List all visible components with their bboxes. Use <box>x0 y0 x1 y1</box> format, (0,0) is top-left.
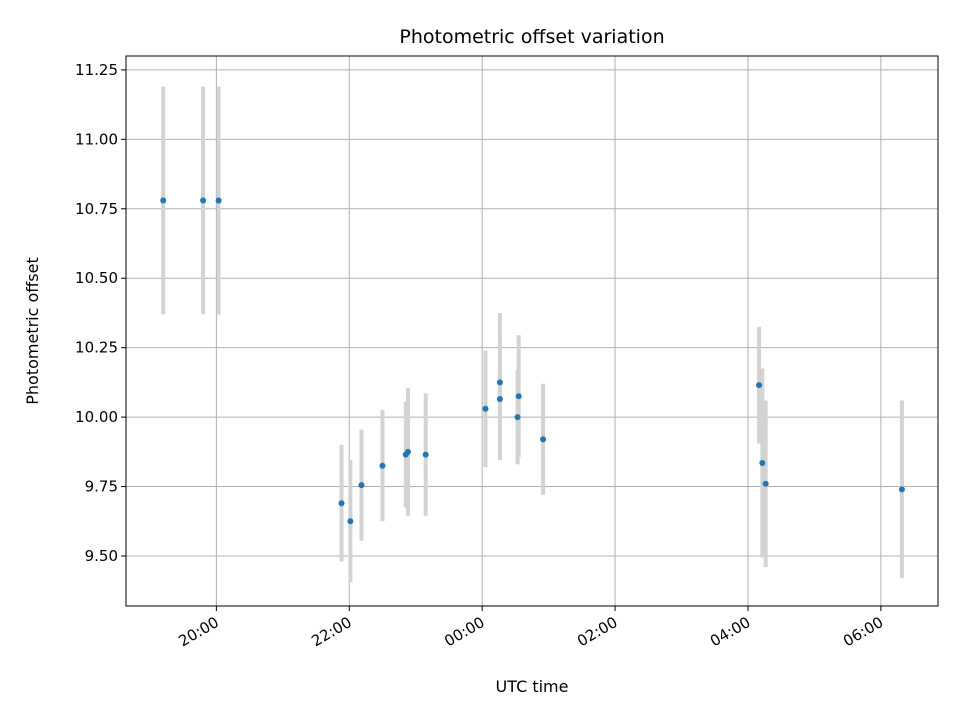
data-point <box>200 197 207 204</box>
x-axis-label: UTC time <box>496 677 569 696</box>
data-point <box>762 480 769 487</box>
y-tick-label: 10.75 <box>75 200 118 218</box>
y-tick-label: 9.50 <box>85 547 118 565</box>
x-tick-label: 06:00 <box>840 613 886 650</box>
data-point <box>215 197 222 204</box>
y-tick-label: 9.75 <box>85 478 118 496</box>
plot-frame <box>125 55 939 607</box>
x-tick-label: 04:00 <box>707 613 753 650</box>
y-tick-label: 10.00 <box>75 408 118 426</box>
markers <box>160 197 905 525</box>
data-point <box>514 414 521 421</box>
y-axis-ticks: 9.50 9.75 10.00 10.25 10.50 10.75 11.00 11.25 <box>75 61 126 565</box>
x-tick-label: 20:00 <box>175 613 221 650</box>
x-tick-label: 02:00 <box>574 613 620 650</box>
grid <box>126 56 938 606</box>
data-point <box>347 518 354 525</box>
data-point <box>482 405 489 412</box>
data-point <box>496 396 503 403</box>
data-point <box>404 448 411 455</box>
y-tick-label: 11.00 <box>75 130 118 148</box>
data-point <box>759 459 766 466</box>
y-tick-label: 10.25 <box>75 339 118 357</box>
x-tick-label: 00:00 <box>441 613 487 650</box>
data-point <box>756 382 763 389</box>
y-axis-label: Photometric offset <box>23 257 42 405</box>
plot-area <box>126 56 938 606</box>
data-point <box>540 436 547 443</box>
x-tick-label: 22:00 <box>308 613 354 650</box>
data-point <box>898 486 905 493</box>
data-point <box>496 379 503 386</box>
x-axis-ticks: 20:00 22:00 00:00 02:00 04:00 06:00 <box>175 606 886 650</box>
data-point <box>515 393 522 400</box>
data-point <box>422 451 429 458</box>
y-tick-label: 10.50 <box>75 269 118 287</box>
data-point <box>379 462 386 469</box>
data-point <box>358 482 365 489</box>
data-point <box>160 197 167 204</box>
y-tick-label: 11.25 <box>75 61 118 79</box>
chart-title: Photometric offset variation <box>399 26 664 48</box>
data-point <box>338 500 345 507</box>
